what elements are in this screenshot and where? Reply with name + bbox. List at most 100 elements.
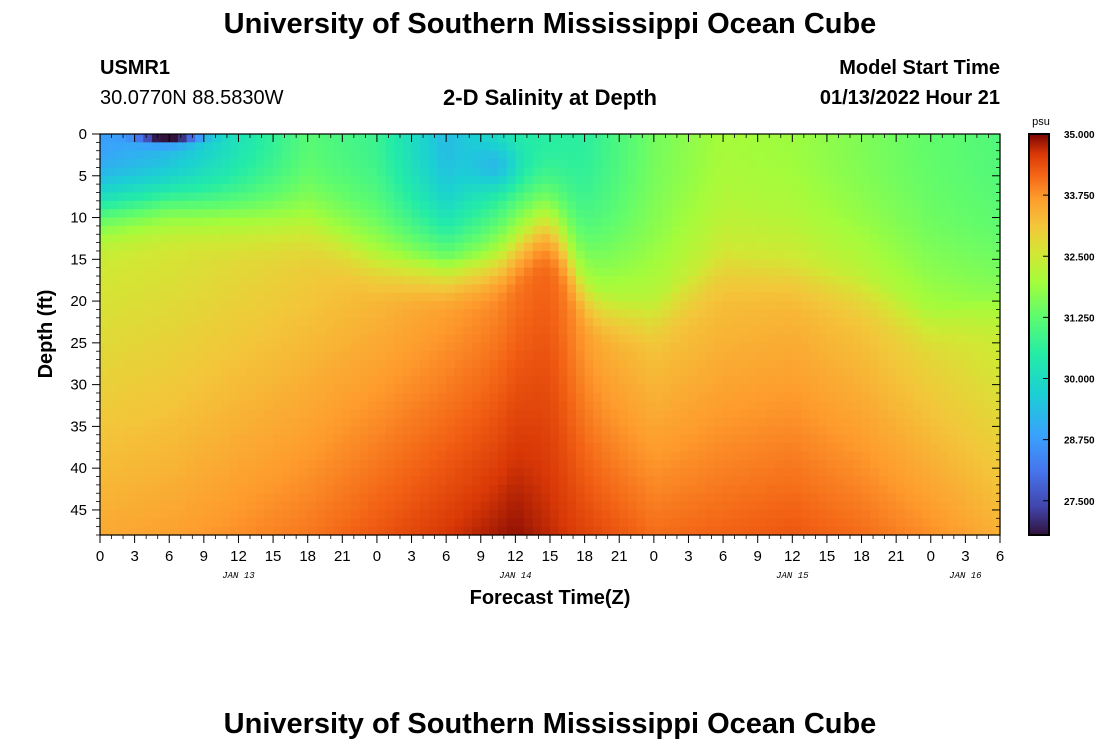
- heatmap-cell: [852, 367, 863, 377]
- heatmap-cell: [290, 301, 300, 311]
- heatmap-cell: [731, 217, 741, 227]
- heatmap-cell: [904, 476, 915, 486]
- heatmap-cell: [671, 351, 681, 361]
- heatmap-cell: [575, 451, 586, 461]
- heatmap-cell: [731, 518, 741, 528]
- heatmap-cell: [974, 401, 984, 411]
- heatmap-cell: [783, 250, 793, 260]
- heatmap-cell: [852, 309, 863, 319]
- heatmap-cell: [671, 392, 681, 402]
- heatmap-cell: [463, 342, 473, 352]
- heatmap-cell: [896, 242, 906, 252]
- heatmap-cell: [307, 175, 317, 185]
- heatmap-cell: [809, 217, 819, 227]
- heatmap-cell: [524, 501, 534, 511]
- heatmap-cell: [506, 175, 516, 185]
- heatmap-cell: [160, 175, 170, 185]
- heatmap-cell: [723, 250, 733, 260]
- heatmap-cell: [627, 334, 638, 344]
- heatmap-cell: [619, 468, 629, 478]
- heatmap-cell: [350, 418, 361, 427]
- heatmap-cell: [974, 418, 984, 427]
- heatmap-cell: [238, 225, 248, 235]
- heatmap-cell: [368, 209, 378, 219]
- heatmap-cell: [861, 384, 871, 394]
- heatmap-cell: [601, 426, 612, 436]
- heatmap-cell: [645, 284, 655, 294]
- heatmap-cell: [844, 284, 854, 294]
- heatmap-cell: [273, 443, 283, 453]
- heatmap-cell: [221, 384, 231, 394]
- heatmap-cell: [160, 326, 170, 336]
- heatmap-cell: [411, 451, 421, 461]
- heatmap-cell: [844, 326, 854, 336]
- heatmap-cell: [143, 526, 153, 536]
- heatmap-cell: [385, 409, 395, 419]
- heatmap-cell: [653, 367, 664, 377]
- heatmap-cell: [359, 367, 369, 377]
- heatmap-cell: [844, 309, 854, 319]
- heatmap-cell: [584, 326, 594, 336]
- heatmap-cell: [731, 292, 741, 302]
- heatmap-cell: [835, 418, 845, 427]
- heatmap-cell: [463, 409, 473, 419]
- heatmap-cell: [446, 376, 456, 386]
- heatmap-cell: [679, 134, 690, 143]
- heatmap-cell: [705, 476, 716, 486]
- heatmap-cell: [835, 134, 845, 143]
- heatmap-cell: [731, 367, 741, 377]
- heatmap-cell: [766, 200, 776, 210]
- heatmap-cell: [705, 175, 716, 185]
- heatmap-cell: [195, 134, 205, 143]
- heatmap-cell: [463, 518, 473, 528]
- heatmap-cell: [333, 242, 343, 252]
- heatmap-cell: [125, 484, 136, 494]
- heatmap-cell: [325, 217, 335, 227]
- heatmap-cell: [411, 209, 421, 219]
- heatmap-cell: [619, 242, 629, 252]
- heatmap-cell: [143, 392, 153, 402]
- heatmap-cell: [299, 301, 309, 311]
- heatmap-cell: [437, 250, 447, 260]
- heatmap-cell: [792, 317, 802, 327]
- heatmap-cell: [896, 409, 906, 419]
- heatmap-cell: [437, 209, 447, 219]
- heatmap-cell: [749, 384, 759, 394]
- heatmap-cell: [515, 501, 525, 511]
- heatmap-cell: [593, 359, 603, 369]
- heatmap-cell: [151, 209, 162, 219]
- heatmap-cell: [290, 159, 300, 169]
- heatmap-cell: [645, 217, 655, 227]
- heatmap-cell: [749, 217, 759, 227]
- heatmap-cell: [273, 426, 283, 436]
- heatmap-cell: [480, 225, 491, 235]
- heatmap-cell: [783, 401, 793, 411]
- heatmap-cell: [281, 451, 291, 461]
- heatmap-cell: [108, 150, 118, 160]
- heatmap-cell: [567, 309, 577, 319]
- heatmap-cell: [229, 359, 240, 369]
- heatmap-cell: [428, 518, 439, 528]
- heatmap-cell: [108, 434, 118, 444]
- heatmap-cell: [636, 426, 646, 436]
- heatmap-cell: [532, 184, 542, 194]
- heatmap-cell: [212, 326, 222, 336]
- heatmap-cell: [800, 200, 811, 210]
- heatmap-cell: [714, 134, 724, 143]
- heatmap-cell: [550, 359, 560, 369]
- heatmap-cell: [333, 200, 343, 210]
- heatmap-cell: [896, 359, 906, 369]
- heatmap-cell: [368, 317, 378, 327]
- heatmap-cell: [904, 267, 915, 277]
- heatmap-cell: [610, 326, 620, 336]
- heatmap-cell: [982, 159, 992, 169]
- heatmap-cell: [134, 334, 144, 344]
- heatmap-cell: [783, 142, 793, 152]
- heatmap-cell: [835, 426, 845, 436]
- heatmap-cell: [809, 317, 819, 327]
- heatmap-cell: [550, 175, 560, 185]
- heatmap-cell: [177, 142, 188, 152]
- heatmap-cell: [273, 359, 283, 369]
- heatmap-cell: [394, 200, 404, 210]
- heatmap-cell: [264, 334, 274, 344]
